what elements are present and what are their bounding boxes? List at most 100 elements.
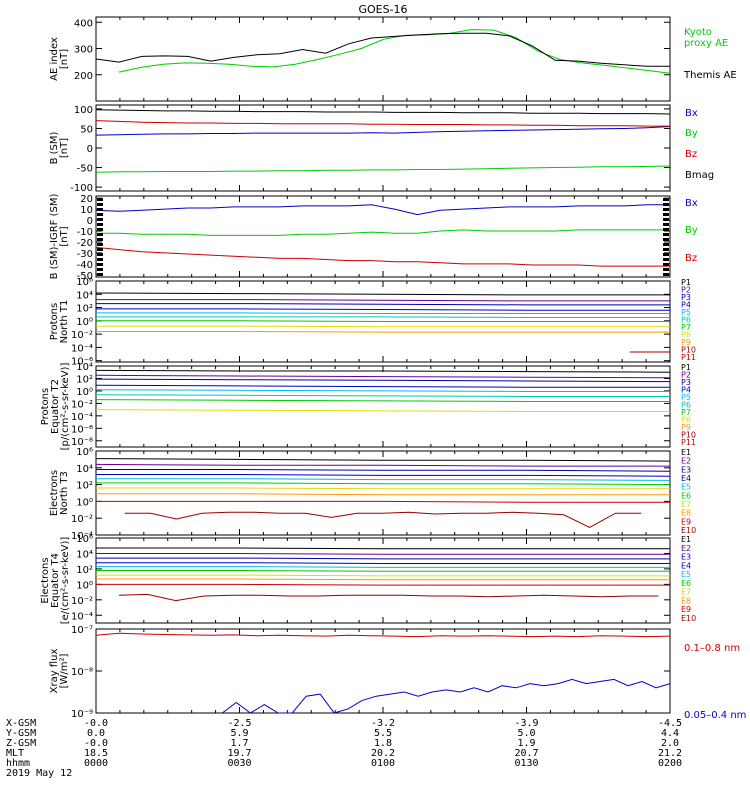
- footer-row-label: Z-GSM: [6, 738, 36, 749]
- y-tick-label: 0: [87, 216, 93, 227]
- y-axis-label: Equator T2: [50, 379, 61, 434]
- axis-tick-block: [663, 228, 669, 231]
- series-line-by: [95, 165, 671, 173]
- series-line-p4: [96, 308, 670, 311]
- legend-entry: P4: [681, 301, 691, 310]
- series-line-kyoto-proxy-ae: [118, 29, 671, 74]
- legend-entry: By: [685, 128, 698, 139]
- axis-tick-block: [663, 263, 669, 266]
- panel-frame: [95, 450, 671, 536]
- axis-tick-block: [663, 223, 669, 226]
- axis-tick-block: [663, 243, 669, 246]
- series-line-e6: [96, 482, 671, 486]
- axis-tick-block: [663, 233, 669, 236]
- axis-tick-block: [663, 268, 669, 271]
- series-line-p4: [95, 384, 670, 388]
- legend-entry: P1: [681, 363, 691, 372]
- legend-entry: E5: [681, 483, 691, 492]
- legend-entry: E2: [681, 457, 691, 466]
- axis-tick-block: [97, 218, 103, 221]
- y-axis-label: AE index: [49, 37, 60, 81]
- y-axis-label: [p/(cm²-s-sr-keV)]: [60, 363, 71, 451]
- y-tick-label: 10⁰: [76, 387, 93, 398]
- series-line-e9: [96, 500, 670, 503]
- series-line-0-1-0-8-nm: [95, 632, 671, 638]
- panel-frame: [95, 365, 671, 448]
- legend-entry: P11: [681, 438, 696, 447]
- axis-tick-block: [97, 263, 103, 266]
- series-line-e2: [96, 553, 670, 555]
- series-line-e7: [96, 574, 670, 577]
- axis-tick-block: [97, 223, 103, 226]
- legend-entry: P9: [681, 423, 691, 432]
- y-tick-label: 10⁶: [76, 534, 93, 545]
- panel-frame: [95, 104, 671, 192]
- legend-entry: E10: [681, 614, 696, 623]
- footer-value: 20.2: [371, 748, 395, 759]
- date-label: 2019 May 12: [6, 768, 72, 779]
- footer-value: 0200: [658, 758, 682, 769]
- footer-value: -3.2: [371, 718, 395, 729]
- footer-value: 20.7: [514, 748, 538, 759]
- series-line-p2: [96, 299, 670, 302]
- y-tick-label: 10⁻⁴: [71, 611, 93, 622]
- legend-entry: P3: [681, 378, 691, 387]
- footer-value: 5.0: [517, 728, 535, 739]
- series-line-e5: [96, 478, 671, 481]
- footer-value: -4.5: [658, 718, 682, 729]
- series-line-p8: [96, 325, 670, 328]
- footer-value: 2.0: [661, 738, 679, 749]
- y-axis-label: North T3: [59, 471, 70, 515]
- y-axis-label: B (SM)-IGRF (SM): [49, 194, 60, 280]
- legend-entry: E7: [681, 500, 691, 509]
- legend-entry: Kyoto: [684, 27, 712, 38]
- legend-entry: P1: [681, 278, 691, 287]
- axis-tick-block: [97, 248, 103, 251]
- y-axis-label: B (SM): [49, 131, 60, 164]
- footer-row-label: X-GSM: [6, 718, 36, 729]
- y-tick-label: 10⁰: [76, 580, 93, 591]
- legend-entry: E1: [681, 535, 691, 544]
- footer-value: 1.7: [230, 738, 248, 749]
- legend-entry: P10: [681, 431, 696, 440]
- legend-entry: E6: [681, 579, 691, 588]
- axis-tick-block: [663, 248, 669, 251]
- y-tick-label: 10⁴: [76, 549, 93, 560]
- series-line-e8: [96, 578, 670, 581]
- y-tick-label: 10⁻⁶: [71, 357, 93, 368]
- footer-row-label: hhmm: [6, 758, 30, 769]
- axis-tick-block: [663, 198, 669, 201]
- y-tick-label: 10⁻⁸: [71, 667, 93, 678]
- legend-entry: E3: [681, 465, 691, 474]
- series-line-e5: [96, 566, 670, 568]
- y-tick-label: 10⁻⁷: [71, 625, 93, 636]
- y-tick-label: 10⁻⁸: [71, 437, 93, 448]
- footer-value: 18.5: [84, 748, 108, 759]
- series-line-e10: [124, 511, 642, 528]
- series-line-bz: [95, 120, 670, 127]
- axis-tick-block: [97, 213, 103, 216]
- series-line-e4: [96, 562, 670, 564]
- legend-entry: P2: [681, 371, 691, 380]
- y-axis-label: Electrons: [49, 470, 60, 516]
- axis-tick-block: [97, 238, 103, 241]
- y-axis-label: [W/m²]: [59, 653, 70, 688]
- legend-entry: E4: [681, 474, 691, 483]
- panel-frame: [95, 16, 671, 102]
- y-tick-label: -50: [77, 271, 93, 282]
- y-tick-label: 10⁻⁴: [71, 531, 93, 542]
- legend-entry: E5: [681, 570, 691, 579]
- legend-entry: 0.05–0.4 nm: [684, 710, 746, 721]
- series-line-e3: [96, 469, 671, 472]
- legend-entry: E2: [681, 544, 691, 553]
- series-line-p3: [95, 378, 671, 383]
- series-line-e1: [96, 547, 670, 550]
- axis-tick-block: [663, 273, 669, 276]
- footer-value: 4.4: [661, 728, 679, 739]
- axis-tick-block: [663, 203, 669, 206]
- axis-tick-block: [97, 243, 103, 246]
- panel-frame: [95, 628, 671, 714]
